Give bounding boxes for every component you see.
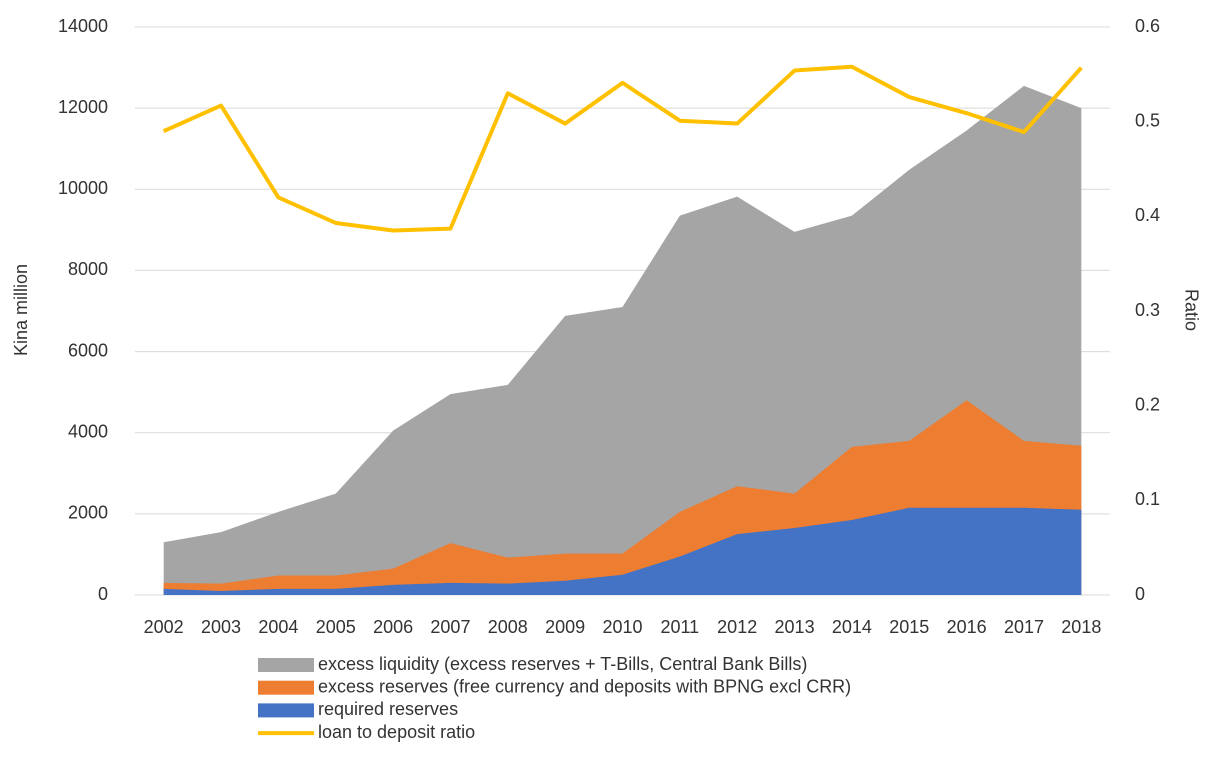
legend-label: loan to deposit ratio [318, 722, 475, 742]
y2-tick-label: 0.4 [1135, 205, 1160, 225]
x-tick-label: 2018 [1061, 617, 1101, 637]
y-tick-label: 12000 [58, 97, 108, 117]
x-tick-label: 2015 [889, 617, 929, 637]
x-tick-label: 2007 [430, 617, 470, 637]
y-tick-label: 10000 [58, 178, 108, 198]
y-axis-title: Kina million [11, 264, 31, 356]
x-tick-label: 2004 [258, 617, 298, 637]
x-tick-label: 2013 [775, 617, 815, 637]
legend-swatch [258, 703, 314, 718]
legend-swatch [258, 680, 314, 695]
x-tick-label: 2016 [947, 617, 987, 637]
y-tick-label: 2000 [68, 503, 108, 523]
x-tick-label: 2003 [201, 617, 241, 637]
y-tick-label: 4000 [68, 421, 108, 441]
legend-swatch [258, 658, 314, 672]
y2-axis-title: Ratio [1181, 289, 1201, 331]
y2-tick-label: 0 [1135, 584, 1145, 604]
legend-label: excess liquidity (excess reserves + T-Bi… [318, 654, 807, 674]
x-tick-label: 2012 [717, 617, 757, 637]
x-tick-label: 2010 [602, 617, 642, 637]
y-tick-label: 14000 [58, 16, 108, 36]
y2-tick-label: 0.1 [1135, 489, 1160, 509]
x-tick-label: 2002 [144, 617, 184, 637]
x-tick-label: 2005 [316, 617, 356, 637]
y-tick-label: 8000 [68, 259, 108, 279]
y2-tick-label: 0.3 [1135, 300, 1160, 320]
x-tick-label: 2006 [373, 617, 413, 637]
x-tick-label: 2009 [545, 617, 585, 637]
x-tick-label: 2017 [1004, 617, 1044, 637]
y-tick-label: 6000 [68, 340, 108, 360]
y2-tick-label: 0.5 [1135, 110, 1160, 130]
legend-label: excess reserves (free currency and depos… [318, 676, 851, 696]
x-tick-label: 2011 [660, 617, 699, 637]
legend-label: required reserves [318, 699, 458, 719]
area [163, 507, 1082, 595]
y2-tick-label: 0.2 [1135, 394, 1160, 414]
x-tick-label: 2014 [832, 617, 872, 637]
x-tick-label: 2008 [488, 617, 528, 637]
line [162, 64, 1083, 233]
y2-tick-label: 0.6 [1135, 16, 1160, 36]
y-tick-label: 0 [98, 584, 108, 604]
